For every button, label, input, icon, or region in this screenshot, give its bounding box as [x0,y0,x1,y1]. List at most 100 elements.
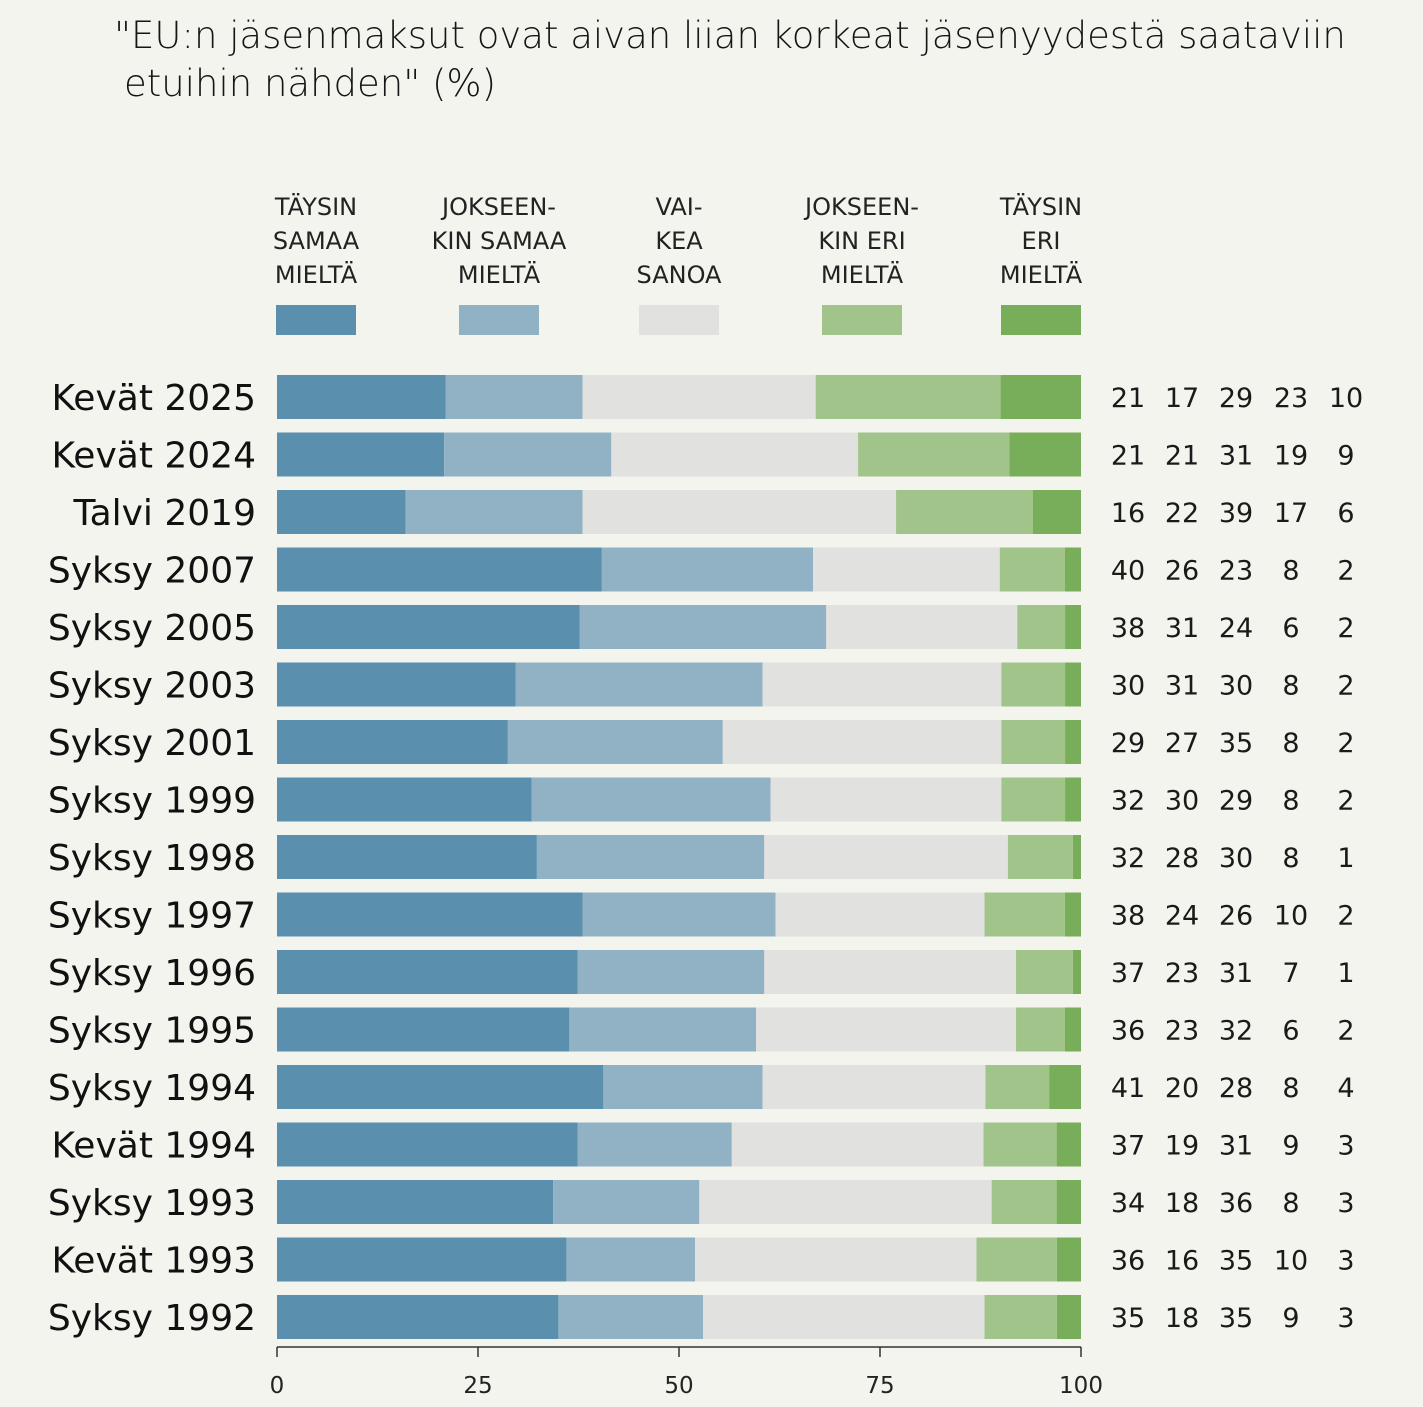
bar-segment-row-13-series-5 [1049,1065,1081,1109]
row-labels: Kevät 2025 Kevät 2024 Talvi 2019 Syksy 2007… [48,378,256,1339]
bar-segment-row-11-series-3 [764,950,1017,994]
bar-segment-row-1-series-4 [815,375,1001,419]
value-label-row-13-series-1: 41 [1111,1073,1145,1104]
value-label-row-9-series-1: 32 [1111,843,1145,874]
value-label-row-10-series-5: 2 [1337,901,1354,932]
value-label-row-4-series-1: 40 [1111,556,1145,587]
value-label-row-8-series-3: 29 [1219,786,1253,817]
x-tick-label-3: 50 [664,1373,693,1399]
value-label-row-7-series-4: 8 [1282,728,1299,759]
chart-title-line-1: "EU:n jäsenmaksut ovat aivan liian korke… [114,14,1346,57]
legend-swatch-5 [1001,305,1081,335]
value-label-row-11-series-4: 7 [1282,958,1299,989]
bar-segment-row-1-series-5 [1000,375,1081,419]
value-label-row-10-series-4: 10 [1274,901,1308,932]
value-label-row-16-series-1: 36 [1111,1246,1145,1277]
legend-label-5-line-2: ERI [1022,227,1061,255]
value-label-row-5-series-5: 2 [1337,613,1354,644]
bar-segment-row-16-series-2 [566,1237,696,1282]
legend-label-4-line-2: KIN ERI [818,227,905,255]
value-label-row-15-series-2: 18 [1165,1188,1199,1219]
bar-segment-row-10-series-3 [775,892,985,937]
bar-segment-row-5-series-3 [826,605,1018,649]
bar-segment-row-8-series-5 [1065,777,1081,822]
value-label-row-10-series-1: 38 [1111,901,1145,932]
bars [277,375,1081,1339]
bar-segment-row-16-series-3 [695,1237,977,1282]
value-label-row-17-series-1: 35 [1111,1303,1145,1334]
bar-segment-row-16-series-5 [1056,1237,1081,1282]
value-label-row-2-series-1: 21 [1111,441,1145,472]
bar-segment-row-14-series-4 [983,1122,1057,1167]
value-label-row-9-series-5: 1 [1337,843,1354,874]
legend-label-3-line-3: SANOA [637,261,723,289]
bar-segment-row-5-series-1 [277,605,580,649]
bar-segment-row-4-series-3 [813,547,1000,592]
value-label-row-13-series-2: 20 [1165,1073,1199,1104]
bar-segment-row-7-series-3 [722,720,1002,764]
value-label-row-8-series-5: 2 [1337,786,1354,817]
bar-segment-row-17-series-5 [1056,1295,1081,1339]
bar-segment-row-12-series-4 [1016,1007,1065,1052]
category-label-10: Syksy 1997 [48,896,256,937]
bar-segment-row-2-series-3 [611,432,859,477]
value-label-row-7-series-5: 2 [1337,728,1354,759]
value-label-row-2-series-5: 9 [1337,441,1354,472]
bar-segment-row-14-series-5 [1056,1122,1081,1167]
value-label-row-9-series-4: 8 [1282,843,1299,874]
bar-segment-row-14-series-1 [277,1122,578,1167]
bar-segment-row-14-series-2 [577,1122,732,1167]
legend-label-3-line-1: VAI- [655,193,702,221]
value-label-row-7-series-2: 27 [1165,728,1199,759]
value-label-row-17-series-5: 3 [1337,1303,1354,1334]
legend-swatch-2 [459,305,539,335]
value-label-row-7-series-1: 29 [1111,728,1145,759]
bar-segment-row-9-series-1 [277,835,537,879]
legend-swatch-3 [639,305,719,335]
value-label-row-14-series-4: 9 [1282,1131,1299,1162]
value-label-row-1-series-5: 10 [1329,383,1363,414]
category-label-16: Kevät 1993 [51,1241,256,1282]
category-label-4: Syksy 2007 [48,551,256,592]
value-label-row-4-series-3: 23 [1219,556,1253,587]
bar-segment-row-17-series-1 [277,1295,559,1339]
chart-title-line-2: etuihin nähden" (%) [124,62,497,105]
value-label-row-3-series-5: 6 [1337,498,1354,529]
bar-segment-row-5-series-2 [579,605,827,649]
value-label-row-13-series-3: 28 [1219,1073,1253,1104]
value-label-row-6-series-2: 31 [1165,671,1199,702]
value-label-row-16-series-4: 10 [1274,1246,1308,1277]
value-label-row-1-series-1: 21 [1111,383,1145,414]
legend-label-2-line-1: JOKSEEN- [440,193,556,221]
value-label-row-1-series-4: 23 [1274,383,1308,414]
value-label-row-12-series-5: 2 [1337,1016,1354,1047]
x-tick-label-5: 100 [1059,1373,1103,1399]
legend-label-2-line-2: KIN SAMAA [432,227,567,255]
bar-segment-row-7-series-2 [507,720,723,764]
value-label-row-2-series-2: 21 [1165,441,1199,472]
value-label-row-6-series-1: 30 [1111,671,1145,702]
bar-segment-row-12-series-5 [1064,1007,1081,1052]
category-label-13: Syksy 1994 [48,1068,256,1109]
value-label-row-14-series-5: 3 [1337,1131,1354,1162]
bar-segment-row-16-series-1 [277,1237,567,1282]
bar-segment-row-11-series-2 [577,950,765,994]
value-label-row-4-series-5: 2 [1337,556,1354,587]
bar-segment-row-16-series-4 [976,1237,1057,1282]
x-axis: 0 25 50 75 100 [270,1346,1103,1399]
legend-swatch-1 [276,305,356,335]
bar-segment-row-17-series-3 [703,1295,985,1339]
value-label-row-3-series-2: 22 [1165,498,1199,529]
bar-segment-row-13-series-4 [985,1065,1050,1109]
category-label-11: Syksy 1996 [48,953,256,994]
value-label-row-12-series-3: 32 [1219,1016,1253,1047]
bar-segment-row-9-series-2 [536,835,765,879]
value-label-row-13-series-4: 8 [1282,1073,1299,1104]
value-label-row-5-series-3: 24 [1219,613,1253,644]
legend-swatch-4 [822,305,902,335]
value-label-row-5-series-4: 6 [1282,613,1299,644]
x-tick-label-2: 25 [463,1373,492,1399]
x-tick-label-1: 0 [270,1373,285,1399]
